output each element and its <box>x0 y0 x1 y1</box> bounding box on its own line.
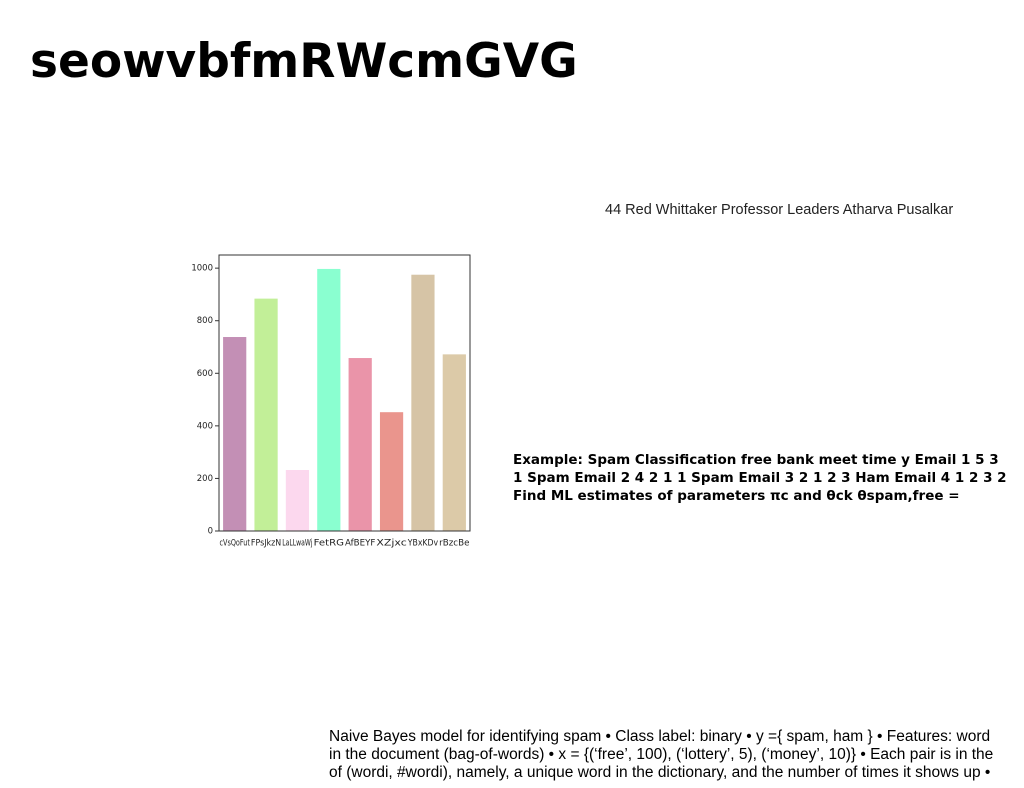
bar <box>379 412 404 531</box>
bar <box>411 274 435 531</box>
bar <box>348 358 372 531</box>
slide-title: seowvbfmRWcmGVG <box>30 34 578 89</box>
text-line: of (wordi, #wordi), namely, a unique wor… <box>329 764 991 781</box>
bar <box>442 354 466 531</box>
text-line: in the document (bag-of-words) • x = {(‘… <box>329 746 994 763</box>
bar <box>317 268 341 531</box>
y-tick-label: 600 <box>197 369 213 379</box>
bar <box>254 298 278 531</box>
y-tick-label: 1000 <box>191 264 213 274</box>
body-text: Naive Bayes model for identifying spam •… <box>329 728 993 782</box>
x-tick-label: XZjxc <box>376 539 407 549</box>
y-tick-label: 200 <box>197 474 213 484</box>
bar <box>223 337 247 531</box>
example-text: Example: Spam Classification free bank m… <box>513 451 1007 505</box>
y-tick-label: 0 <box>208 527 213 537</box>
plot-frame <box>218 254 471 532</box>
bar <box>285 470 310 531</box>
x-tick-label: AfBEYF <box>345 539 375 549</box>
x-tick-label: FPsJkzN <box>251 539 281 549</box>
text-line: Example: Spam Classification free bank m… <box>513 452 999 468</box>
x-tick-label: YBxKDv <box>407 539 438 549</box>
x-tick-label: rBzcBe <box>439 539 469 549</box>
text-line: 1 Spam Email 2 4 2 1 1 Spam Email 3 2 1 … <box>513 470 1007 486</box>
x-tick-label: cVsQoFut <box>220 539 251 549</box>
x-tick-label: LaLLwaWj <box>282 539 312 549</box>
y-tick-label: 800 <box>197 316 213 326</box>
text-line: Find ML estimates of parameters πc and θ… <box>513 488 960 504</box>
y-tick-label: 400 <box>197 421 213 431</box>
x-tick-label: FetRG <box>314 539 344 549</box>
caption: 44 Red Whittaker Professor Leaders Athar… <box>605 202 954 218</box>
text-line: Naive Bayes model for identifying spam •… <box>329 728 991 745</box>
